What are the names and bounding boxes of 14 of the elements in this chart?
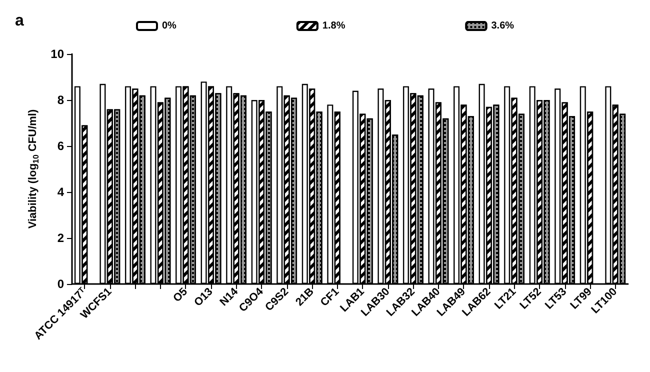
y-tick-label: 8 (57, 93, 64, 107)
y-tick-label: 2 (57, 231, 64, 245)
legend-label: 1.8% (322, 20, 346, 32)
x-tick-label: 21B (294, 286, 316, 308)
x-tick-label: O5 (171, 286, 190, 305)
chart-title: a (15, 12, 24, 30)
y-tick-label: 0 (57, 277, 64, 291)
y-tick-label: 10 (50, 47, 64, 61)
y-axis-title: Viability (log10 CFU/ml) (26, 109, 40, 229)
legend-label: 0% (162, 20, 177, 32)
legend-label: 3.6% (491, 20, 514, 32)
y-tick-label: 4 (57, 185, 64, 199)
y-tick-label: 6 (57, 139, 64, 153)
x-tick-label: O13 (192, 286, 216, 309)
